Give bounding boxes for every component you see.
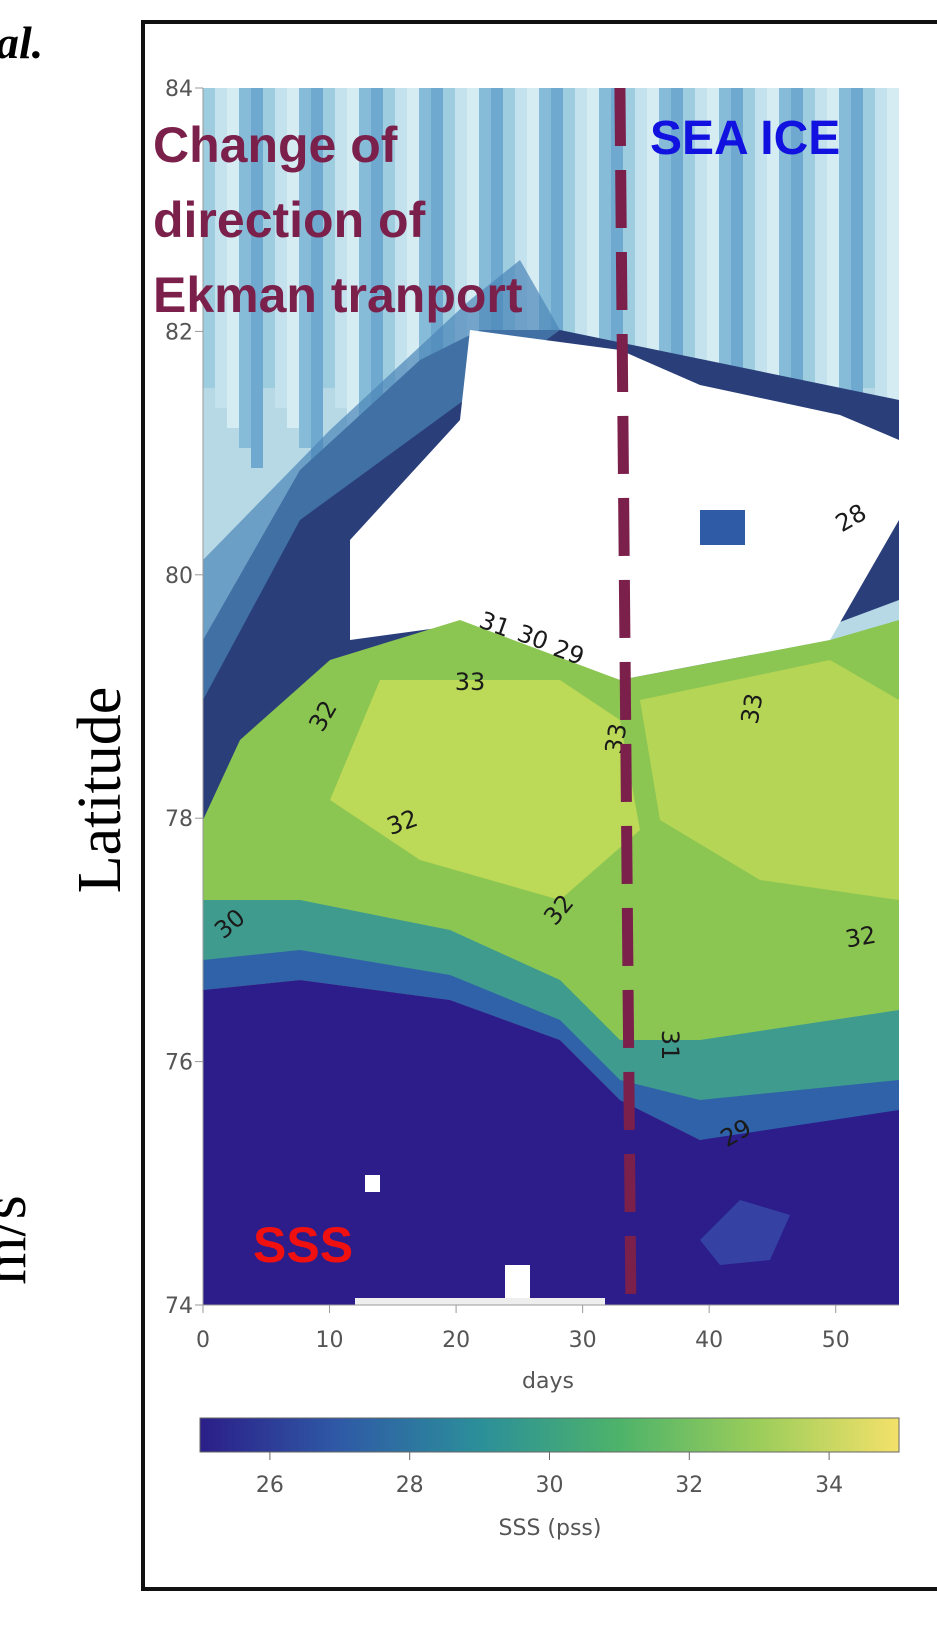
x-tick-label: 20 xyxy=(442,1328,470,1353)
colorbar-tick-label: 32 xyxy=(675,1473,703,1498)
x-axis-label: days xyxy=(522,1369,574,1394)
annotation: Ekman tranport xyxy=(153,267,523,323)
contour-label: 33 xyxy=(455,668,486,696)
stripe xyxy=(863,88,875,388)
contour-label: 32 xyxy=(843,921,878,954)
colorbar-label: SSS (pss) xyxy=(499,1516,602,1541)
y-tick-label: 82 xyxy=(165,320,193,345)
figure: al. Latitude m/s 0 10 20 30 40 50 74 76 78 80 82 84… xyxy=(0,0,937,1635)
y-tick-label: 84 xyxy=(165,77,193,102)
y-tick-label: 74 xyxy=(165,1294,193,1319)
contour-label: 33 xyxy=(736,691,769,726)
colorbar-tick-label: 28 xyxy=(396,1473,424,1498)
annotation: SSS xyxy=(253,1217,353,1273)
x-tick-label: 40 xyxy=(695,1328,723,1353)
annotation: Change of xyxy=(153,117,398,173)
stripe xyxy=(887,88,899,428)
y-tick-label: 78 xyxy=(165,807,193,832)
stripe xyxy=(875,88,887,408)
annotation: direction of xyxy=(153,192,426,248)
colorbar-tick-label: 26 xyxy=(256,1473,284,1498)
x-tick-label: 50 xyxy=(822,1328,850,1353)
colorbar-tick-label: 34 xyxy=(815,1473,843,1498)
colorbar-tick-label: 30 xyxy=(536,1473,564,1498)
annotation: SEA ICE xyxy=(650,112,840,165)
x-tick-label: 10 xyxy=(316,1328,344,1353)
y-tick-label: 80 xyxy=(165,564,193,589)
fragment-text: m/s xyxy=(0,1195,39,1285)
y-axis-label: Latitude xyxy=(66,687,134,894)
x-tick-label: 0 xyxy=(196,1328,210,1353)
contour-label: 31 xyxy=(656,1030,684,1061)
colorbar xyxy=(200,1418,899,1452)
x-tick-label: 30 xyxy=(569,1328,597,1353)
fragment-text: al. xyxy=(0,17,43,68)
y-tick-label: 76 xyxy=(165,1051,193,1076)
